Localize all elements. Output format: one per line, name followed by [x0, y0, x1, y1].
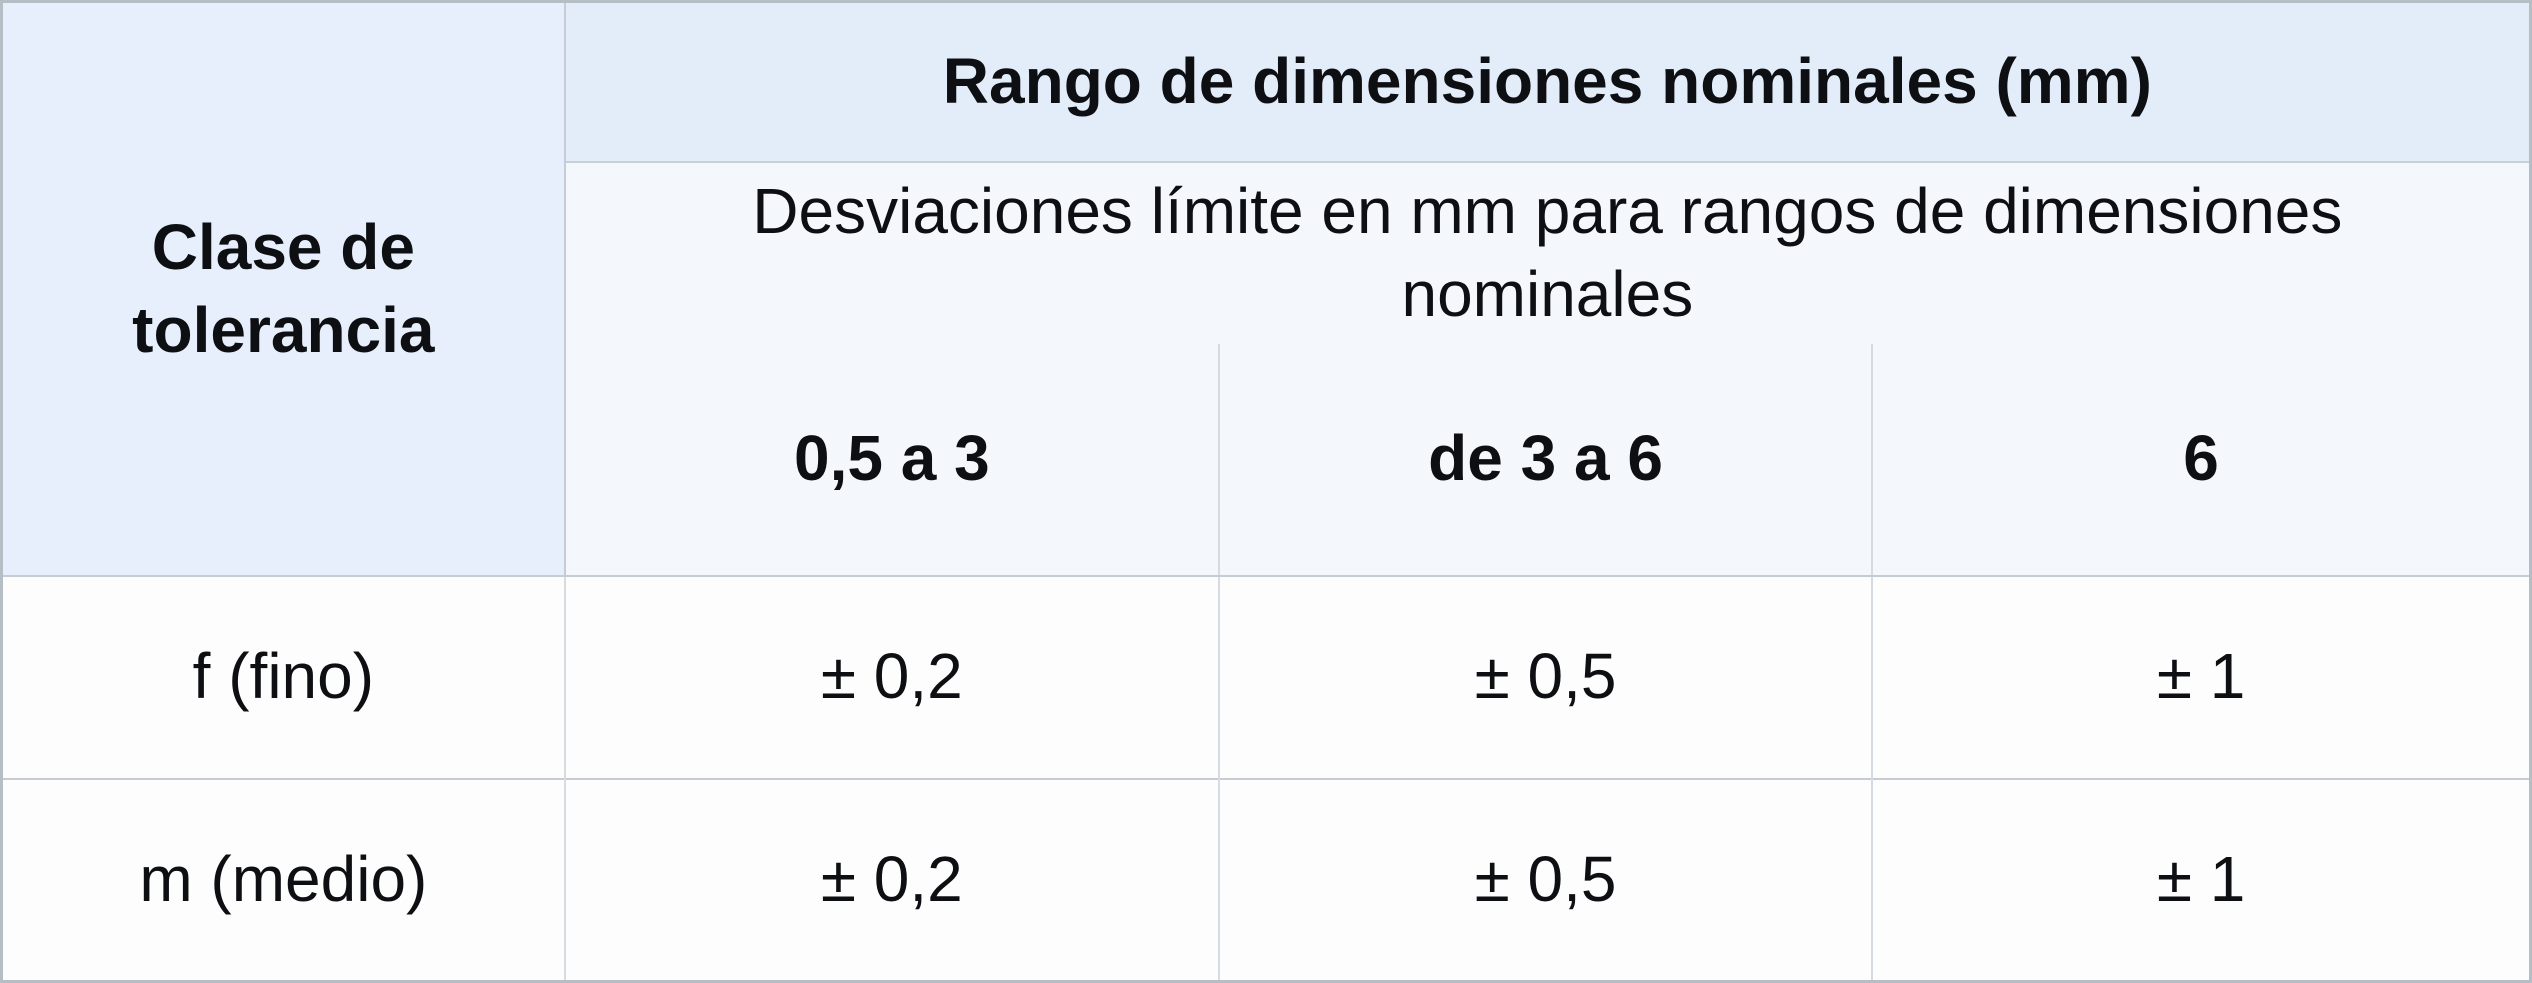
- deviation-cell: ± 0,2: [564, 777, 1219, 982]
- row-label-cell: f (fino): [1, 574, 566, 779]
- range-header-cell-3: 6: [1871, 343, 2531, 577]
- deviation-cell: ± 0,5: [1217, 777, 1873, 982]
- range-header-row: 0,5 a 3 de 3 a 6 6: [2, 343, 2531, 577]
- table-row: f (fino) ± 0,2 ± 0,5 ± 1: [1, 574, 2531, 779]
- deviation-cell: ± 1: [1871, 777, 2531, 982]
- row-label-cell: m (medio): [1, 777, 566, 982]
- deviation-cell: ± 0,2: [564, 574, 1219, 779]
- group-header-cell: Rango de dimensiones nominales (mm): [564, 1, 2531, 163]
- table-row: m (medio) ± 0,2 ± 0,5 ± 1: [1, 777, 2531, 982]
- group-header-row: Clase de tolerancia Rango de dimensiones…: [1, 1, 2531, 577]
- range-header-cell-1: 0,5 a 3: [564, 343, 1219, 577]
- subtitle-row: Desviaciones límite en mm para rangos de…: [2, 161, 2531, 344]
- corner-header-cell: Clase de tolerancia: [1, 1, 566, 577]
- range-header-cell-2: de 3 a 6: [1217, 343, 1873, 577]
- deviation-cell: ± 0,5: [1217, 574, 1873, 779]
- subtitle-cell: Desviaciones límite en mm para rangos de…: [564, 161, 2531, 344]
- deviation-cell: ± 1: [1871, 574, 2531, 779]
- subtitle-text: Desviaciones límite en mm para rangos de…: [752, 174, 2343, 330]
